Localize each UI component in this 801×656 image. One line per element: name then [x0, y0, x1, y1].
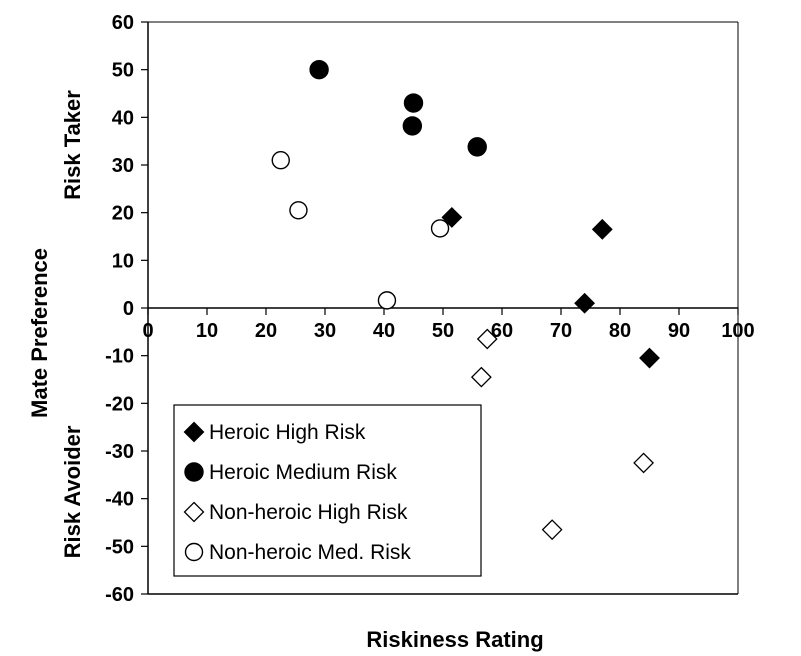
y-tick-label: 60 — [112, 12, 134, 34]
data-point-series-4 — [289, 201, 308, 220]
y-tick-label: -50 — [105, 536, 134, 558]
data-point-series-4 — [271, 151, 290, 170]
x-tick-labels: 0 10 20 30 40 50 60 70 80 90 100 — [142, 320, 754, 342]
data-point-series-3 — [470, 366, 492, 388]
x-tick-label: 60 — [491, 320, 513, 342]
legend-label: Non-heroic High Risk — [209, 501, 408, 524]
y-tick-label: -20 — [105, 393, 134, 415]
x-tick-label: 70 — [550, 320, 572, 342]
data-point-series-4 — [430, 219, 450, 238]
x-tick-label: 40 — [373, 320, 395, 342]
legend-marker — [184, 542, 204, 562]
legend-label: Heroic High Risk — [209, 421, 366, 444]
x-axis — [147, 307, 739, 315]
y-axis-title-bottom: Risk Avoider — [60, 425, 85, 558]
y-tick-label: -10 — [105, 346, 134, 368]
y-tick-label: 20 — [112, 203, 134, 225]
legend-item: Non-heroic High Risk — [183, 501, 408, 524]
y-axis-title-top: Risk Taker — [60, 90, 85, 200]
x-tick-label: 30 — [314, 320, 336, 342]
y-tick-label: 0 — [123, 298, 134, 320]
legend-label: Heroic Medium Risk — [209, 461, 397, 484]
data-point-series-1 — [574, 292, 596, 314]
data-point-series-1 — [639, 347, 660, 369]
data-point-series-2 — [467, 137, 487, 157]
legend-box — [173, 404, 482, 577]
legend-marker — [184, 462, 204, 482]
legend-item: Heroic High Risk — [183, 421, 366, 444]
legend: Heroic High Risk Heroic Medium Risk Non-he… — [173, 404, 482, 577]
data-point-series-2 — [309, 59, 329, 80]
x-tick-label: 90 — [668, 320, 690, 342]
data-point-series-3 — [633, 452, 655, 474]
data-point-series-3 — [541, 519, 563, 541]
y-tick-label: -60 — [105, 584, 134, 606]
legend-item: Non-heroic Med. Risk — [184, 541, 411, 564]
legend-marker — [183, 421, 205, 443]
y-axis-title: Mate Preference — [27, 248, 52, 418]
data-point-series-2 — [402, 116, 423, 136]
x-tick-label: 50 — [432, 320, 454, 342]
legend-item: Heroic Medium Risk — [184, 461, 397, 484]
data-point-series-1 — [591, 218, 613, 240]
data-point-series-1 — [441, 207, 463, 228]
x-axis-title: Riskiness Rating — [366, 627, 543, 652]
data-points — [271, 59, 660, 541]
x-tick-label: 100 — [721, 320, 754, 342]
y-tick-label: -40 — [105, 489, 134, 511]
legend-marker — [183, 501, 205, 523]
y-tick-labels: 60 50 40 30 20 10 0 -10 -20 -30 -40 -50 -60 — [105, 12, 134, 606]
y-tick-label: -30 — [105, 441, 134, 463]
x-tick-label: 80 — [609, 320, 631, 342]
data-point-series-3 — [476, 328, 498, 350]
y-tick-label: 50 — [112, 60, 134, 82]
data-point-series-2 — [403, 93, 424, 113]
legend-label: Non-heroic Med. Risk — [209, 541, 411, 564]
y-axis — [141, 21, 148, 595]
y-tick-label: 40 — [112, 107, 134, 129]
x-tick-label: 0 — [142, 320, 153, 342]
y-tick-label: 30 — [112, 155, 134, 177]
data-point-series-4 — [377, 291, 397, 310]
x-tick-label: 10 — [196, 320, 218, 342]
y-tick-label: 10 — [112, 250, 134, 272]
x-tick-label: 20 — [255, 320, 277, 342]
